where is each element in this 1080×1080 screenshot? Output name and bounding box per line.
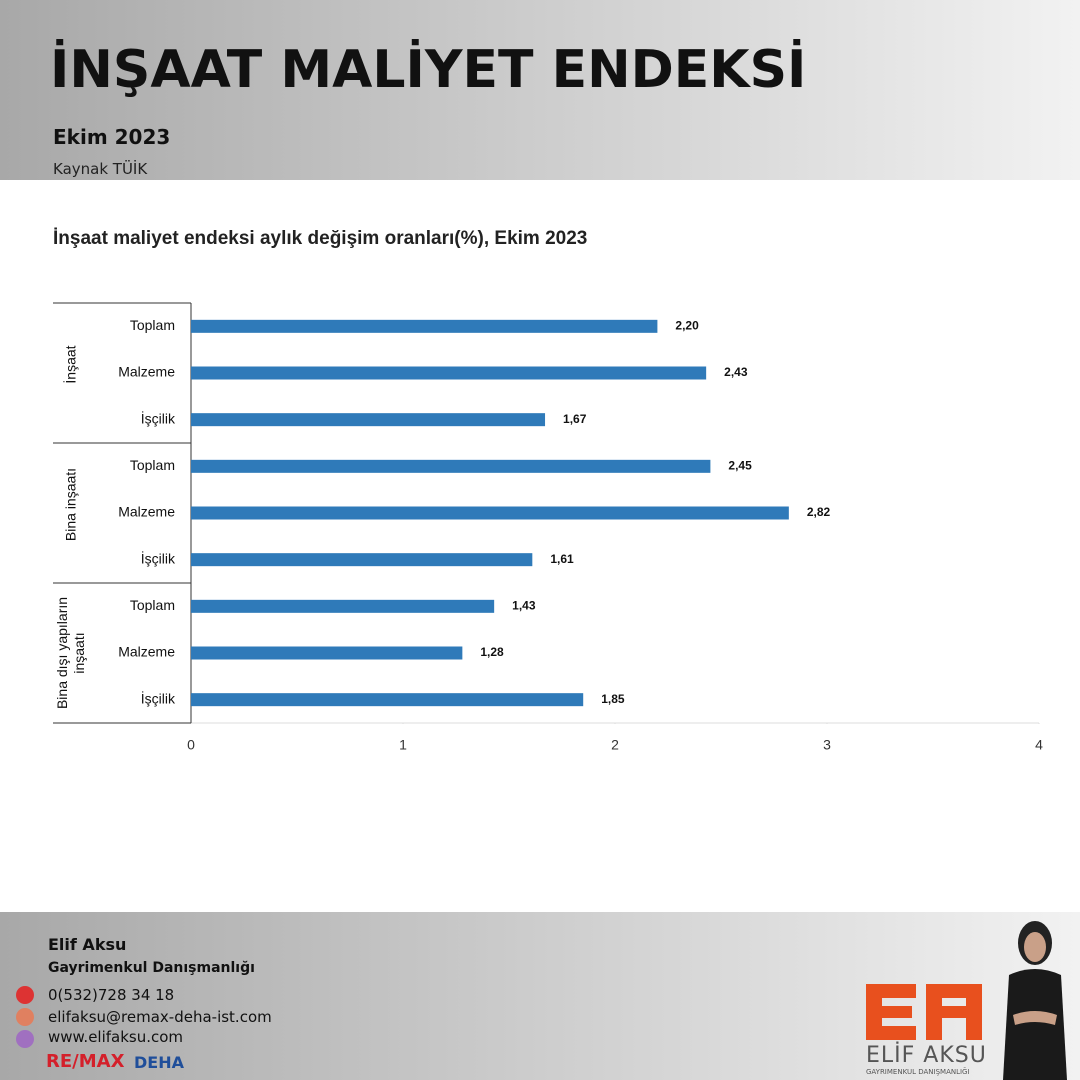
header-band [0, 0, 1080, 180]
email-icon [16, 1008, 34, 1026]
bar [191, 693, 584, 707]
group-label: Bina inşaatı [62, 467, 79, 542]
group-label: Bina dışı yapıların inşaatı [54, 596, 87, 710]
bar [191, 646, 463, 660]
y-tick-label: Toplam [130, 317, 175, 333]
value-label: 1,85 [601, 692, 625, 706]
x-tick-label: 1 [399, 737, 407, 753]
page-title: İNŞAAT MALİYET ENDEKSİ [50, 40, 807, 100]
value-label: 1,43 [512, 599, 536, 613]
value-label: 2,20 [675, 319, 699, 333]
value-label: 1,67 [563, 412, 587, 426]
y-tick-label: Malzeme [118, 364, 175, 380]
bar [191, 319, 658, 333]
value-label: 2,43 [724, 365, 748, 379]
subtitle: Ekim 2023 [53, 125, 171, 149]
value-label: 2,45 [728, 459, 752, 473]
y-tick-label: İşçilik [141, 549, 176, 566]
agent-role: Gayrimenkul Danışmanlığı [48, 960, 255, 976]
brand: RE/MAX [46, 1051, 125, 1072]
agent-photo [1003, 921, 1067, 1080]
logo-tagline: GAYRIMENKUL DANIŞMANLIĞI [866, 1068, 970, 1076]
y-tick-label: Toplam [130, 457, 175, 473]
bar [191, 506, 789, 520]
chart: İnşaat maliyet endeksi aylık değişim ora… [53, 228, 1043, 753]
bar [191, 553, 533, 567]
email[interactable]: elifaksu@remax-deha-ist.com [48, 1008, 272, 1026]
y-tick-label: Toplam [130, 597, 175, 613]
brand-office: DEHA [134, 1053, 184, 1072]
x-tick-label: 2 [611, 737, 619, 753]
value-label: 1,61 [550, 552, 574, 566]
bar [191, 413, 546, 427]
logo-name: ELİF AKSU [866, 1043, 987, 1068]
value-label: 2,82 [807, 505, 831, 519]
y-tick-label: Malzeme [118, 504, 175, 520]
group-label: İnşaat [62, 345, 79, 384]
y-tick-label: İşçilik [141, 689, 176, 706]
phone[interactable]: 0(532)728 34 18 [48, 986, 175, 1004]
agent-name: Elif Aksu [48, 935, 127, 954]
bar [191, 459, 711, 473]
x-tick-label: 3 [823, 737, 831, 753]
y-tick-label: İşçilik [141, 409, 176, 426]
website[interactable]: www.elifaksu.com [48, 1028, 184, 1046]
chart-title: İnşaat maliyet endeksi aylık değişim ora… [53, 228, 587, 249]
bar [191, 366, 707, 380]
source: Kaynak TÜİK [53, 160, 148, 178]
y-tick-label: Malzeme [118, 644, 175, 660]
x-tick-label: 4 [1035, 737, 1043, 753]
bar [191, 599, 495, 613]
logo-mark [866, 984, 982, 1040]
phone-icon [16, 986, 34, 1004]
value-label: 1,28 [480, 645, 504, 659]
web-icon [16, 1030, 34, 1048]
x-tick-label: 0 [187, 737, 195, 753]
